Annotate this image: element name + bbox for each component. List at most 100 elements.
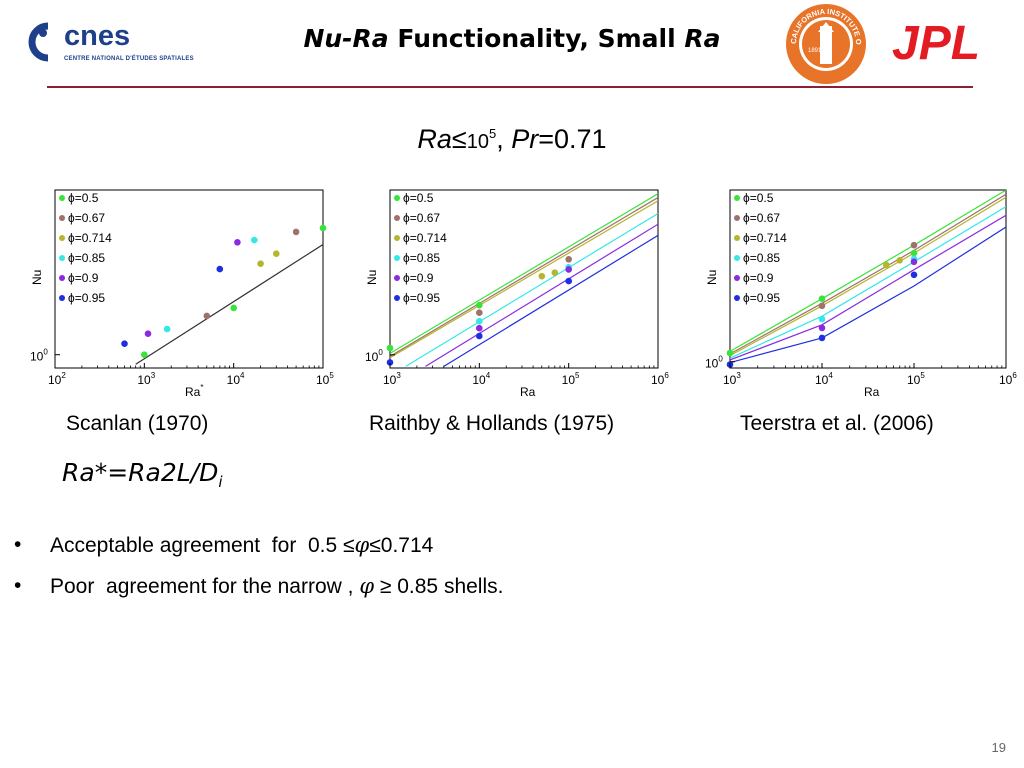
x-tick-label: 103 (137, 371, 155, 387)
legend-label: ϕ=0.67 (403, 211, 440, 225)
caption-teerstra: Teerstra et al. (2006) (740, 412, 934, 435)
chart-legend: ϕ=0.5 ϕ=0.67 ϕ=0.714 ϕ=0.85 ϕ=0.9 ϕ=0.95 (734, 191, 787, 305)
bullet-text-post: ≤0.714 (369, 534, 434, 557)
legend-marker (59, 215, 65, 221)
legend-label: ϕ=0.9 (403, 271, 434, 285)
data-point (476, 324, 483, 332)
data-point (476, 301, 483, 309)
legend-label: ϕ=0.5 (743, 191, 774, 205)
correlation-line (730, 193, 1006, 355)
x-tick-label: 104 (472, 371, 490, 387)
data-point (476, 317, 483, 325)
caption-scanlan: Scanlan (1970) (66, 412, 209, 435)
subtitle-base: 10 (466, 131, 489, 153)
legend-label: ϕ=0.95 (743, 291, 780, 305)
legend-marker (734, 295, 740, 301)
data-point (565, 256, 572, 263)
chart-legend: ϕ=0.5 ϕ=0.67 ϕ=0.714 ϕ=0.85 ϕ=0.9 ϕ=0.95 (394, 191, 447, 305)
legend-marker (59, 235, 65, 241)
correlation-line (443, 234, 658, 367)
legend-label: ϕ=0.9 (68, 271, 99, 285)
data-point (818, 295, 826, 302)
legend-label: ϕ=0.9 (743, 271, 774, 285)
correlation-line (730, 214, 1006, 361)
data-point (476, 332, 483, 340)
legend-label: ϕ=0.5 (403, 191, 434, 205)
subtitle-sep: , (496, 124, 512, 154)
legend-marker (394, 295, 400, 301)
correlation-line (425, 223, 658, 367)
data-point (121, 340, 128, 347)
legend-label: ϕ=0.5 (68, 191, 99, 205)
data-point (257, 260, 264, 267)
formula-sub: i (218, 473, 223, 491)
correlation-line (135, 243, 323, 365)
legend-marker (394, 215, 400, 221)
data-point (565, 266, 572, 273)
x-tick-label: 105 (907, 371, 925, 387)
svg-text:JPL: JPL (892, 17, 980, 65)
data-point (163, 325, 171, 333)
subtitle-pr: Pr (511, 124, 539, 154)
bullet-marker: • (14, 574, 22, 597)
data-point (319, 224, 327, 232)
correlation-line (730, 196, 1006, 357)
chart-legend: ϕ=0.5 ϕ=0.67 ϕ=0.714 ϕ=0.85 ϕ=0.9 ϕ=0.95 (59, 191, 112, 305)
chart-scanlan: 102 103 104 105 100 Ra* Nu ϕ=0.5 ϕ=0.67 ϕ=0.714 ϕ=… (28, 184, 338, 404)
y-tick-label: 100 (705, 355, 723, 371)
data-point (230, 304, 237, 312)
data-point (273, 250, 280, 257)
legend-label: ϕ=0.67 (743, 211, 780, 225)
x-axis-label: Ra (864, 385, 880, 399)
formula: Ra*=Ra2L/Di (62, 458, 223, 491)
data-point (910, 249, 918, 257)
cnes-logo-text: cnes (64, 20, 131, 52)
x-tick-label: 104 (227, 371, 245, 387)
cnes-logo-tagline: CENTRE NATIONAL D'ÉTUDES SPATIALES (64, 56, 194, 62)
data-point (144, 330, 152, 337)
y-axis-label: Nu (365, 270, 379, 285)
legend-marker (394, 275, 400, 281)
data-point (896, 257, 903, 264)
legend-marker (59, 195, 65, 201)
x-axis-label: Ra* (185, 383, 203, 399)
correlation-line (390, 196, 658, 357)
x-tick-label: 104 (815, 371, 833, 387)
bullet-text-pre: Poor agreement for the narrow , (50, 575, 360, 598)
x-tick-label: 102 (48, 371, 66, 387)
legend-label: ϕ=0.714 (68, 231, 112, 245)
y-axis-label: Nu (705, 270, 719, 285)
x-tick-label: 103 (383, 371, 401, 387)
data-point (551, 269, 559, 276)
svg-text:1891: 1891 (808, 48, 822, 54)
legend-marker (734, 275, 740, 281)
x-tick-label: 106 (999, 371, 1017, 387)
subtitle: Ra≤105, Pr=0.71 (0, 124, 1024, 155)
legend-marker (59, 275, 65, 281)
x-tick-label: 106 (651, 371, 669, 387)
data-point (292, 228, 300, 236)
data-point (910, 258, 918, 266)
subtitle-ra: Ra (417, 124, 452, 154)
legend-label: ϕ=0.85 (403, 251, 440, 265)
y-tick-label: 100 (365, 348, 383, 364)
data-point (818, 315, 826, 323)
chart-teerstra: 103 104 105 106 100 Ra Nu ϕ=0.5 ϕ=0.67 ϕ=0.714 ϕ=0… (697, 184, 1022, 404)
legend-label: ϕ=0.95 (403, 291, 440, 305)
bullet-text-post: ≥ 0.85 shells. (374, 575, 504, 598)
data-point (386, 344, 394, 352)
title-middle: Functionality, Small (388, 24, 685, 53)
slide-title: Nu-Ra Functionality, Small Ra (0, 24, 1024, 53)
plot-frame (729, 189, 1007, 369)
data-point (910, 271, 918, 279)
data-point (141, 351, 148, 358)
subtitle-le: ≤ (451, 124, 467, 154)
bullet-item: • Acceptable agreement for 0.5 ≤φ≤0.714 (14, 533, 503, 558)
correlation-line (390, 193, 658, 354)
data-point (251, 236, 258, 244)
legend-marker (394, 255, 400, 261)
subtitle-pr-value: =0.71 (538, 124, 607, 154)
correlation-line (390, 200, 658, 359)
x-axis-label: Ra (520, 385, 536, 399)
phi-symbol: φ (354, 533, 370, 557)
